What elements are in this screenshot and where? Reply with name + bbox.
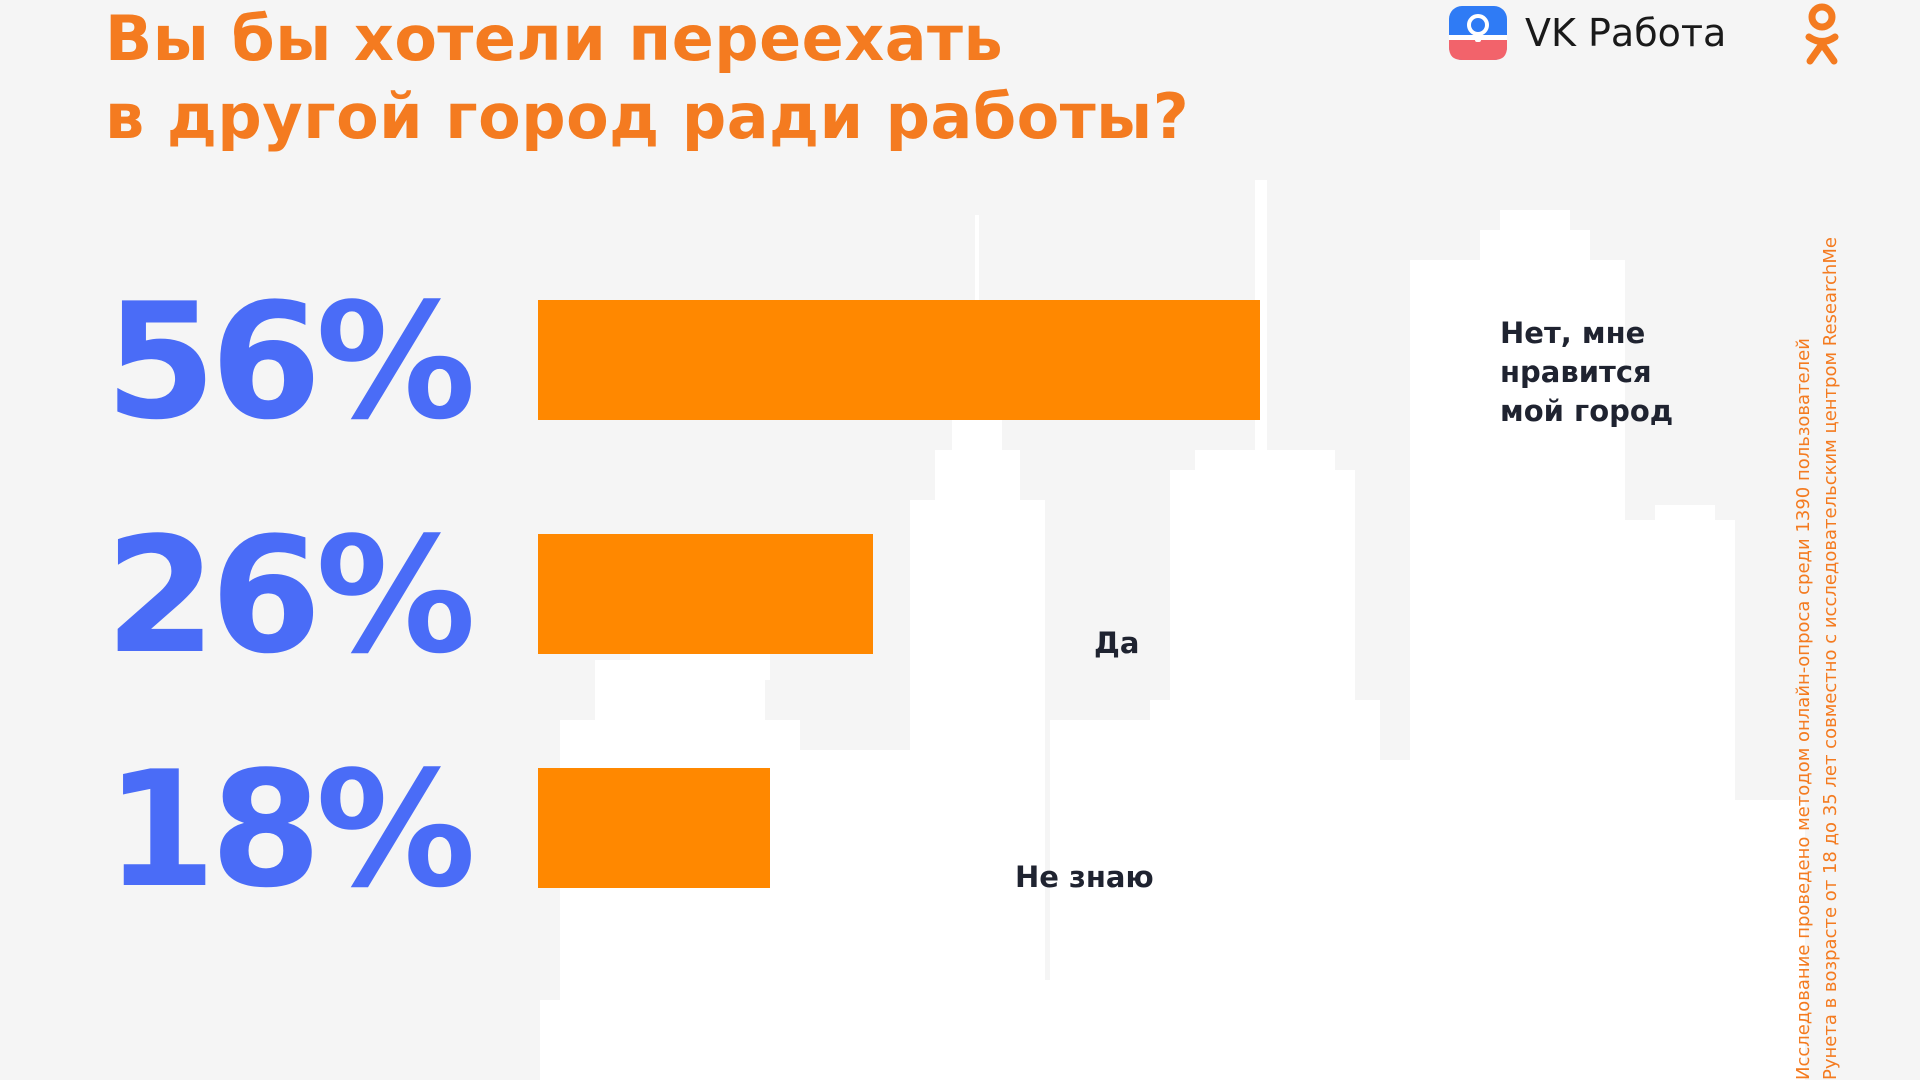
survey-footnote: Исследование проведено методом онлайн-оп… — [1790, 200, 1844, 1080]
bar-1 — [538, 300, 1260, 420]
survey-footnote-line-1: Исследование проведено методом онлайн-оп… — [1793, 338, 1814, 1080]
chart-title-line-2: в другой город ради работы? — [105, 80, 1190, 153]
category-label-2: Да — [1094, 624, 1139, 663]
value-label-2: 26% — [105, 502, 476, 689]
chart-title-line-1: Вы бы хотели переехать — [105, 2, 1004, 75]
category-label-1-line-3: мой город — [1500, 394, 1674, 428]
bar-2 — [538, 534, 873, 654]
value-label-3: 18% — [105, 736, 476, 923]
category-label-1-line-1: Нет, мне — [1500, 316, 1646, 350]
category-label-1: Нет, мне нравится мой город — [1500, 314, 1673, 431]
bar-3 — [538, 768, 770, 888]
vk-work-brand: VK Работа — [1447, 4, 1726, 62]
value-label-1: 56% — [105, 268, 476, 455]
category-label-1-line-2: нравится — [1500, 355, 1652, 389]
category-label-3-line-1: Не знаю — [1015, 860, 1154, 894]
brand-name: VK Работа — [1525, 11, 1727, 55]
vk-work-briefcase-icon — [1449, 6, 1507, 60]
category-label-2-line-1: Да — [1094, 626, 1140, 660]
category-label-3: Не знаю — [1015, 858, 1154, 897]
chart-title: Вы бы хотели переехать в другой город ра… — [105, 0, 1189, 156]
odnoklassniki-icon — [1805, 3, 1839, 65]
survey-footnote-line-2: Рунета в возрасте от 18 до 35 лет совмес… — [1820, 237, 1841, 1080]
